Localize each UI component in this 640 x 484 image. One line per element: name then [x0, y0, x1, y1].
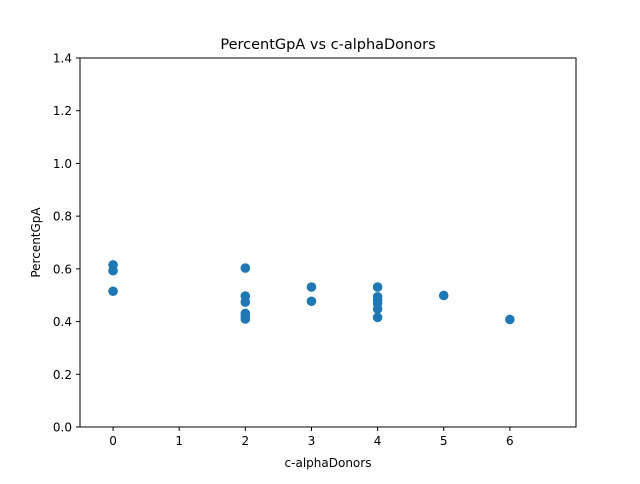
y-tick-label: 0.2 — [53, 368, 72, 382]
plot-frame — [79, 57, 577, 428]
x-tick-label: 4 — [374, 434, 382, 448]
x-tick-label: 5 — [440, 434, 448, 448]
y-tick-label: 0.8 — [53, 210, 72, 224]
x-axis-ticks: 0 1 2 3 4 5 6 — [109, 427, 514, 448]
x-tick-label: 2 — [242, 434, 250, 448]
data-point — [108, 265, 118, 276]
data-point — [505, 314, 515, 325]
y-tick-label: 0.6 — [53, 262, 72, 276]
y-tick-label: 0.0 — [53, 421, 72, 435]
y-tick-label: 0.4 — [53, 315, 72, 329]
y-axis-ticks: 0.0 0.2 0.4 0.6 0.8 1.0 1.2 1.4 — [53, 52, 80, 435]
data-point — [372, 304, 383, 314]
data-points — [108, 260, 515, 325]
y-tick-label: 1.0 — [53, 157, 72, 171]
y-tick-label: 1.2 — [53, 104, 72, 118]
x-tick-label: 6 — [506, 434, 514, 448]
data-point — [372, 282, 383, 292]
chart-title: PercentGpA vs c-alphaDonors — [220, 37, 435, 53]
y-axis-label: PercentGpA — [29, 207, 43, 278]
data-point — [438, 290, 449, 301]
data-point — [372, 312, 383, 323]
x-tick-label: 1 — [175, 434, 183, 448]
y-tick-label: 1.4 — [53, 52, 72, 66]
data-point — [108, 286, 118, 297]
x-tick-label: 3 — [308, 434, 316, 448]
x-axis-label: c-alphaDonors — [285, 456, 372, 470]
x-tick-label: 0 — [109, 434, 117, 448]
data-point — [240, 297, 251, 307]
data-point — [306, 282, 317, 292]
data-point — [240, 314, 251, 324]
data-point — [306, 296, 317, 307]
data-point — [240, 263, 251, 273]
